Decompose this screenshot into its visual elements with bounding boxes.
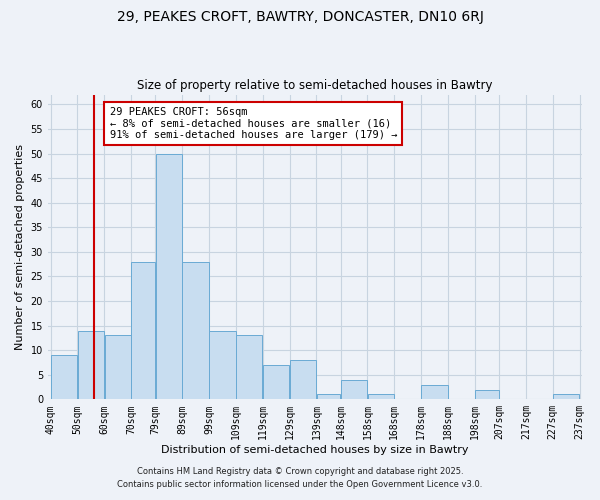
Title: Size of property relative to semi-detached houses in Bawtry: Size of property relative to semi-detach… bbox=[137, 79, 493, 92]
Bar bbox=[368, 394, 394, 400]
Bar bbox=[553, 394, 580, 400]
Bar bbox=[317, 394, 340, 400]
Bar bbox=[236, 336, 262, 400]
Bar bbox=[131, 262, 155, 400]
Text: 29, PEAKES CROFT, BAWTRY, DONCASTER, DN10 6RJ: 29, PEAKES CROFT, BAWTRY, DONCASTER, DN1… bbox=[116, 10, 484, 24]
Bar bbox=[341, 380, 367, 400]
Text: 29 PEAKES CROFT: 56sqm
← 8% of semi-detached houses are smaller (16)
91% of semi: 29 PEAKES CROFT: 56sqm ← 8% of semi-deta… bbox=[110, 107, 397, 140]
X-axis label: Distribution of semi-detached houses by size in Bawtry: Distribution of semi-detached houses by … bbox=[161, 445, 469, 455]
Bar bbox=[78, 330, 104, 400]
Bar bbox=[104, 336, 131, 400]
Bar bbox=[421, 384, 448, 400]
Bar bbox=[475, 390, 499, 400]
Text: Contains HM Land Registry data © Crown copyright and database right 2025.
Contai: Contains HM Land Registry data © Crown c… bbox=[118, 468, 482, 489]
Bar bbox=[155, 154, 182, 400]
Bar bbox=[182, 262, 209, 400]
Y-axis label: Number of semi-detached properties: Number of semi-detached properties bbox=[15, 144, 25, 350]
Bar bbox=[290, 360, 316, 400]
Bar bbox=[263, 365, 289, 400]
Bar bbox=[209, 330, 236, 400]
Bar bbox=[51, 355, 77, 400]
